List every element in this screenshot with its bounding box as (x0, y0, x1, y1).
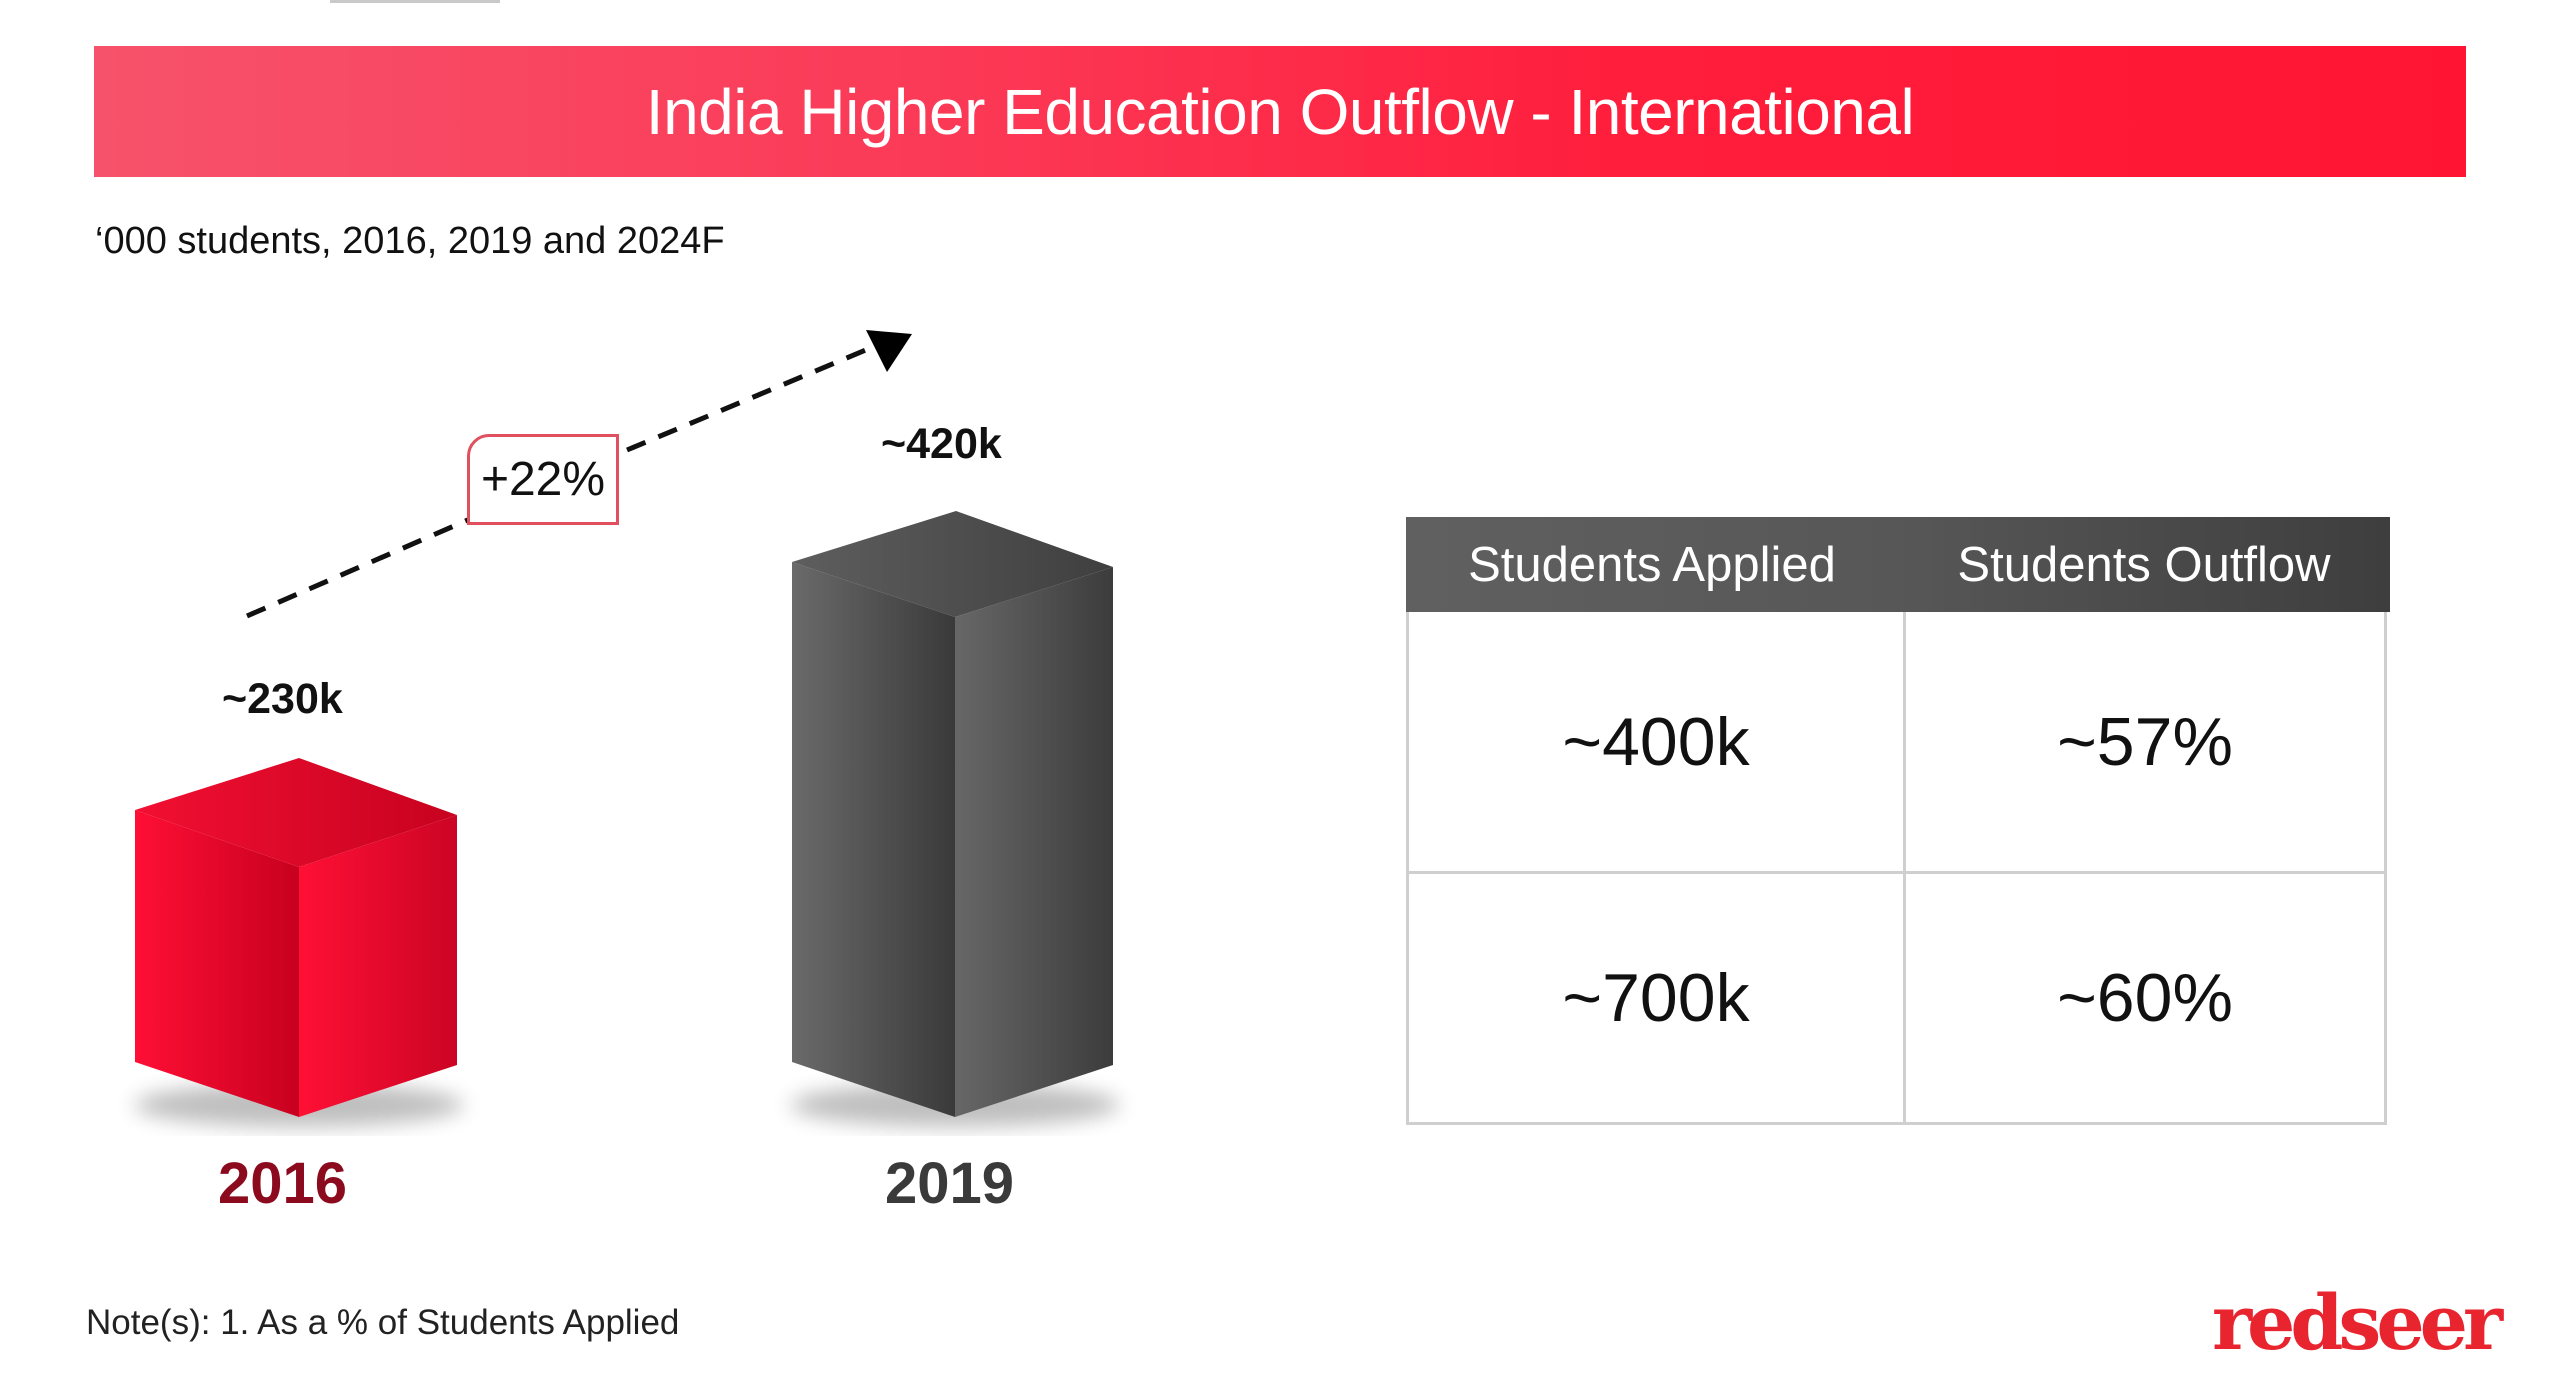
top-divider (330, 0, 500, 3)
growth-trend-line (246, 330, 912, 619)
bar-2016-value: ~230k (222, 675, 343, 723)
table-cell: ~400k (1409, 612, 1906, 871)
arrowhead-icon (866, 330, 912, 372)
bar-2019-value: ~420k (881, 420, 1002, 468)
chart-subtitle: ‘000 students, 2016, 2019 and 2024F (95, 220, 725, 262)
footnote: Note(s): 1. As a % of Students Applied (86, 1303, 680, 1342)
title-banner: India Higher Education Outflow - Interna… (94, 46, 2466, 177)
bar-chart (134, 330, 1120, 1127)
column-header-applied: Students Applied (1468, 537, 1836, 592)
growth-badge: +22% (467, 434, 619, 525)
bar-2019-year: 2019 (885, 1151, 1015, 1216)
table-row: ~400k ~57% (1409, 612, 2384, 874)
table-cell: ~57% (2057, 703, 2233, 780)
bar-2016 (134, 758, 464, 1127)
column-header-outflow: Students Outflow (1957, 537, 2331, 592)
bar-2016-year: 2016 (218, 1151, 348, 1216)
table-row: ~700k ~60% (1409, 874, 2384, 1122)
page-title: India Higher Education Outflow - Interna… (645, 75, 1915, 148)
redseer-logo: redseer (2212, 1278, 2503, 1367)
growth-value: +22% (480, 453, 606, 506)
table-header: Students Applied Students Outflow (1406, 517, 2390, 612)
bar-2019 (790, 511, 1120, 1127)
table-cell: ~60% (2057, 960, 2233, 1036)
applied-outflow-table: Students Applied Students Outflow ~400k … (1406, 517, 2390, 1125)
table-cell: ~700k (1409, 874, 1906, 1122)
